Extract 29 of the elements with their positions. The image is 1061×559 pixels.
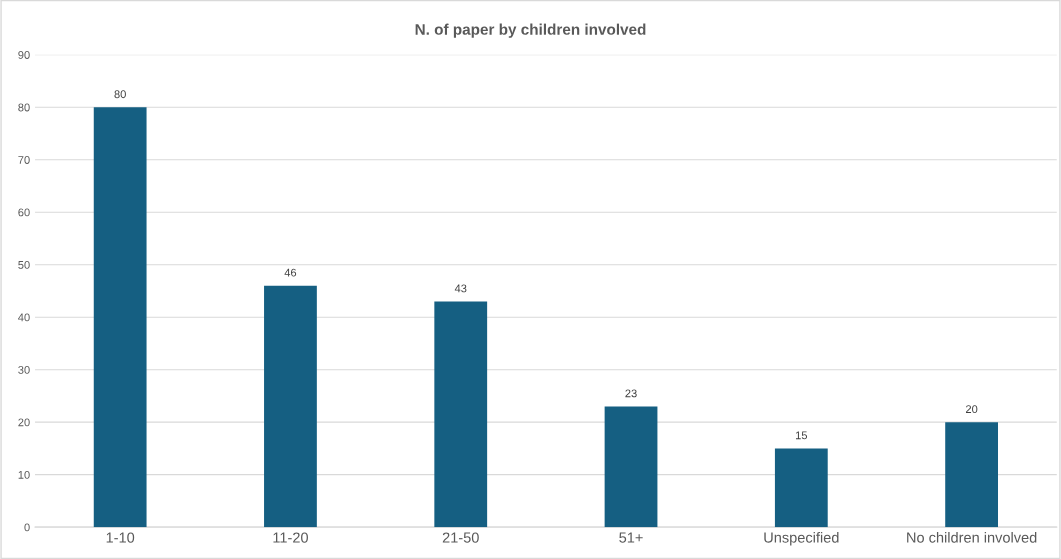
bar (774, 448, 828, 528)
bar (945, 422, 999, 528)
bar (93, 107, 147, 528)
y-tick-label: 10 (18, 470, 30, 479)
data-label: 15 (795, 431, 808, 440)
x-tick-label: 11-20 (273, 532, 308, 543)
y-tick-label: 50 (18, 260, 30, 269)
y-tick-label: 20 (18, 418, 30, 427)
y-tick-label: 60 (18, 208, 30, 217)
y-tick-label: 0 (24, 523, 30, 532)
y-tick-label: 40 (18, 313, 30, 322)
y-tick-label: 80 (18, 103, 30, 112)
bar (434, 301, 488, 528)
x-tick-label: Unspecified (764, 532, 839, 546)
x-tick-label: 1-10 (106, 532, 135, 543)
chart-title: N. of paper by children involved (415, 23, 646, 38)
x-tick-label: No children involved (907, 532, 1037, 543)
y-tick-label: 30 (18, 365, 30, 374)
data-label: 20 (965, 405, 978, 414)
data-label: 80 (114, 90, 126, 99)
x-tick-label: 21-50 (442, 532, 479, 543)
x-tick-label: 51+ (619, 532, 643, 543)
y-tick-label: 70 (18, 156, 30, 164)
bar (604, 406, 658, 528)
data-label: 23 (625, 389, 637, 398)
y-tick-label: 90 (18, 51, 30, 59)
data-label: 43 (454, 284, 467, 293)
data-label: 46 (284, 268, 297, 277)
bar (264, 285, 317, 528)
